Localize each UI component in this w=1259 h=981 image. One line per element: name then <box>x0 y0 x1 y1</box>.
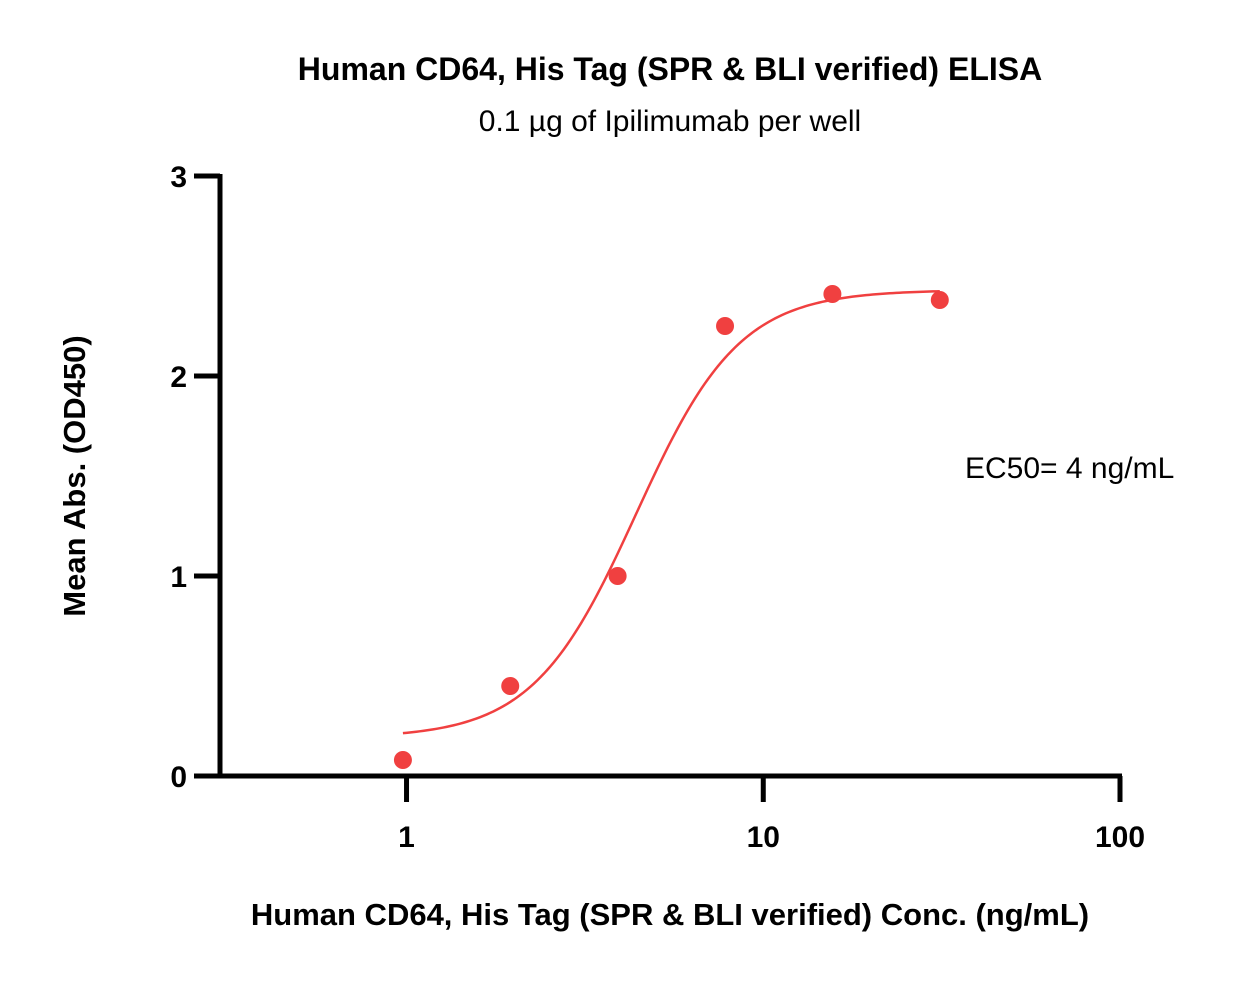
series-group <box>393 285 949 769</box>
chart-title: Human CD64, His Tag (SPR & BLI verified)… <box>298 51 1042 87</box>
y-axis: 0 1 2 3 <box>170 161 223 794</box>
data-point <box>823 285 842 303</box>
x-tick-label: 1 <box>398 821 415 854</box>
data-point <box>393 751 412 769</box>
x-tick-label: 10 <box>747 821 780 854</box>
y-tick-label: 0 <box>170 761 187 794</box>
ec50-annotation: EC50= 4 ng/mL <box>965 452 1174 485</box>
y-axis-title: Mean Abs. (OD450) <box>57 335 92 616</box>
fit-curve <box>402 290 940 735</box>
y-tick-label: 2 <box>170 361 187 394</box>
data-point <box>608 567 627 585</box>
x-axis-title: Human CD64, His Tag (SPR & BLI verified)… <box>251 897 1089 932</box>
data-point <box>930 291 949 309</box>
y-tick-label: 3 <box>170 161 187 194</box>
x-axis: 1 10 100 <box>220 773 1145 854</box>
data-point <box>716 317 735 335</box>
data-point <box>501 677 520 695</box>
y-tick-label: 1 <box>170 561 187 594</box>
chart-subtitle: 0.1 µg of Ipilimumab per well <box>479 105 861 138</box>
x-tick-label: 100 <box>1095 821 1145 854</box>
